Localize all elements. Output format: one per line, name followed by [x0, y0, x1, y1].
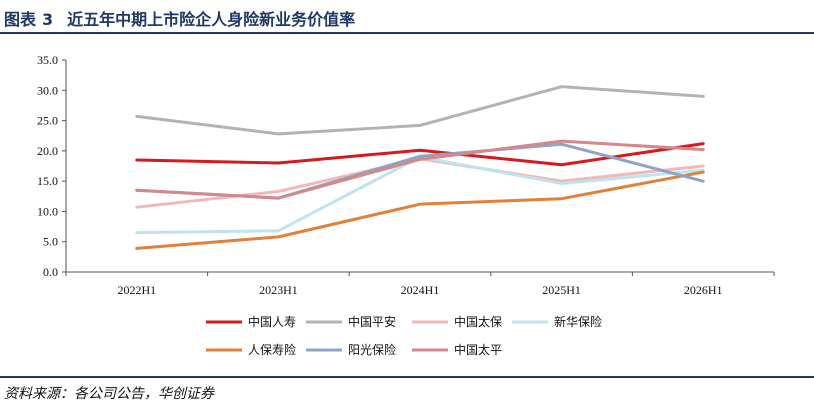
legend-label: 中国太平 — [454, 342, 502, 357]
source-note: 资料来源：各公司公告，华创证券 — [4, 386, 214, 402]
legend-label: 人保寿险 — [248, 342, 296, 357]
x-tick-label: 2023H1 — [259, 283, 298, 297]
bottom-rule — [0, 376, 814, 378]
y-tick-label: 30.0 — [37, 83, 58, 97]
y-tick-label: 20.0 — [37, 144, 58, 158]
x-tick-label: 2026H1 — [684, 283, 723, 297]
legend-label: 中国人寿 — [248, 314, 296, 329]
series-line — [135, 170, 705, 250]
y-tick-label: 15.0 — [37, 174, 58, 188]
y-tick-label: 5.0 — [43, 235, 58, 249]
series-line — [135, 142, 705, 167]
title-bar: 图表 3 近五年中期上市险企人身险新业务价值率 — [0, 0, 814, 33]
y-tick-label: 25.0 — [37, 114, 58, 128]
series-line — [135, 139, 705, 200]
y-tick-label: 0.0 — [43, 265, 58, 279]
series-line — [135, 142, 705, 200]
legend-label: 中国太保 — [454, 314, 502, 329]
x-tick-label: 2024H1 — [401, 283, 440, 297]
figure-title-text: 近五年中期上市险企人身险新业务价值率 — [67, 10, 356, 29]
y-tick-label: 10.0 — [37, 204, 58, 218]
legend-label: 中国平安 — [348, 314, 396, 329]
legend-label: 阳光保险 — [348, 342, 396, 357]
figure-number: 3 — [42, 10, 54, 29]
x-tick-label: 2025H1 — [542, 283, 581, 297]
figure-title: 图表 3 近五年中期上市险企人身险新业务价值率 — [4, 6, 355, 30]
legend-label: 新华保险 — [554, 314, 602, 329]
top-rule — [0, 32, 814, 34]
figure-prefix: 图表 — [4, 10, 37, 29]
x-tick-label: 2022H1 — [117, 283, 156, 297]
series-line — [135, 85, 705, 136]
line-chart: 0.0 5.0 10.0 15.0 20.0 25.0 30.0 35.0 2022H1 2023… — [37, 53, 775, 357]
series-line — [135, 157, 705, 209]
y-tick-label: 35.0 — [37, 53, 58, 67]
